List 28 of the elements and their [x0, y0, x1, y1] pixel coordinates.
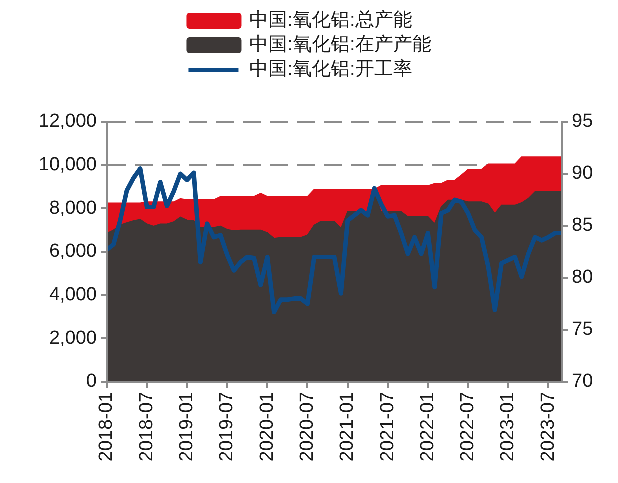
x-tick-label: 2019-01: [176, 392, 198, 462]
x-tick-label: 2023-07: [538, 392, 559, 462]
y2-tick-label: 85: [572, 215, 594, 236]
y2-tick-label: 90: [572, 163, 594, 184]
x-tick-label: 2021-07: [377, 392, 398, 462]
y-tick-label: 0: [86, 371, 97, 392]
legend-label: 中国:氧化铝:开工率: [250, 58, 412, 80]
legend-label: 中国:氧化铝:在产产能: [250, 34, 432, 56]
x-tick-label: 2020-01: [256, 392, 278, 462]
x-tick-label: 2022-07: [458, 392, 479, 462]
x-tick-label: 2018-01: [96, 392, 118, 462]
y2-tick-label: 75: [572, 319, 594, 340]
y-tick-label: 2,000: [49, 328, 97, 349]
y-tick-label: 12,000: [38, 111, 97, 132]
x-tick-label: 2020-07: [296, 392, 318, 462]
y-tick-label: 10,000: [38, 154, 97, 176]
x-tick-label: 2018-07: [136, 392, 158, 462]
x-tick-label: 2021-01: [337, 392, 358, 462]
y2-tick-label: 70: [572, 371, 594, 392]
x-tick-label: 2022-01: [417, 392, 438, 462]
y-tick-label: 8,000: [49, 198, 97, 219]
y2-tick-label: 95: [572, 111, 594, 132]
y-tick-label: 6,000: [49, 241, 97, 262]
x-tick-label: 2023-01: [498, 392, 519, 462]
y2-tick-label: 80: [572, 267, 594, 288]
legend-label: 中国:氧化铝:总产能: [250, 10, 412, 32]
x-tick-label: 2019-07: [216, 392, 238, 462]
y-tick-label: 4,000: [49, 284, 97, 306]
